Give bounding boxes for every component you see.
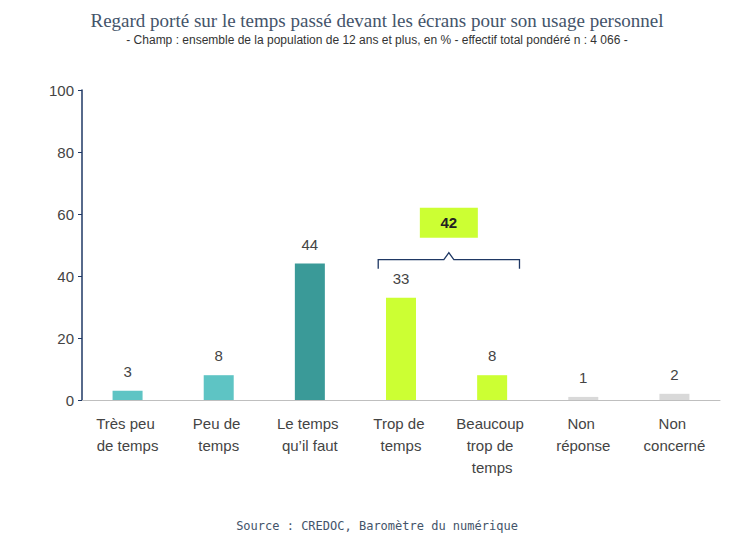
svg-text:Très peu: Très peu	[96, 415, 159, 432]
svg-text:- Champ : ensemble de la popul: - Champ : ensemble de la population de 1…	[126, 33, 627, 47]
svg-text:Regard porté sur le temps pass: Regard porté sur le temps passé devant l…	[91, 10, 664, 31]
svg-text:Peu de: Peu de	[193, 415, 245, 432]
svg-text:qu’il faut: qu’il faut	[282, 437, 339, 454]
svg-text:1: 1	[579, 369, 587, 386]
svg-text:3: 3	[123, 363, 131, 380]
svg-text:0: 0	[66, 392, 74, 409]
svg-text:Non: Non	[567, 415, 599, 432]
svg-text:60: 60	[57, 206, 74, 223]
svg-text:8: 8	[488, 347, 496, 364]
svg-text:trop de: trop de	[467, 437, 518, 454]
svg-text:Non: Non	[659, 415, 691, 432]
svg-text:44: 44	[302, 236, 319, 253]
svg-text:33: 33	[393, 270, 410, 287]
svg-text:temps: temps	[472, 459, 513, 476]
svg-text:Beaucoup: Beaucoup	[456, 415, 528, 432]
svg-text:40: 40	[57, 268, 74, 285]
svg-text:2: 2	[670, 366, 678, 383]
svg-text:temps: temps	[381, 437, 422, 454]
svg-text:Source : CREDOC, Baromètre du: Source : CREDOC, Baromètre du numérique	[236, 519, 518, 533]
svg-text:concerné: concerné	[644, 437, 706, 454]
svg-text:Trop de: Trop de	[373, 415, 428, 432]
svg-text:42: 42	[441, 214, 458, 231]
svg-text:Le temps: Le temps	[277, 415, 343, 432]
svg-text:80: 80	[57, 144, 74, 161]
svg-text:8: 8	[215, 347, 223, 364]
svg-text:100: 100	[49, 82, 74, 99]
svg-text:de temps: de temps	[97, 437, 159, 454]
svg-text:temps: temps	[198, 437, 239, 454]
svg-text:20: 20	[57, 330, 74, 347]
svg-text:réponse: réponse	[556, 437, 610, 454]
